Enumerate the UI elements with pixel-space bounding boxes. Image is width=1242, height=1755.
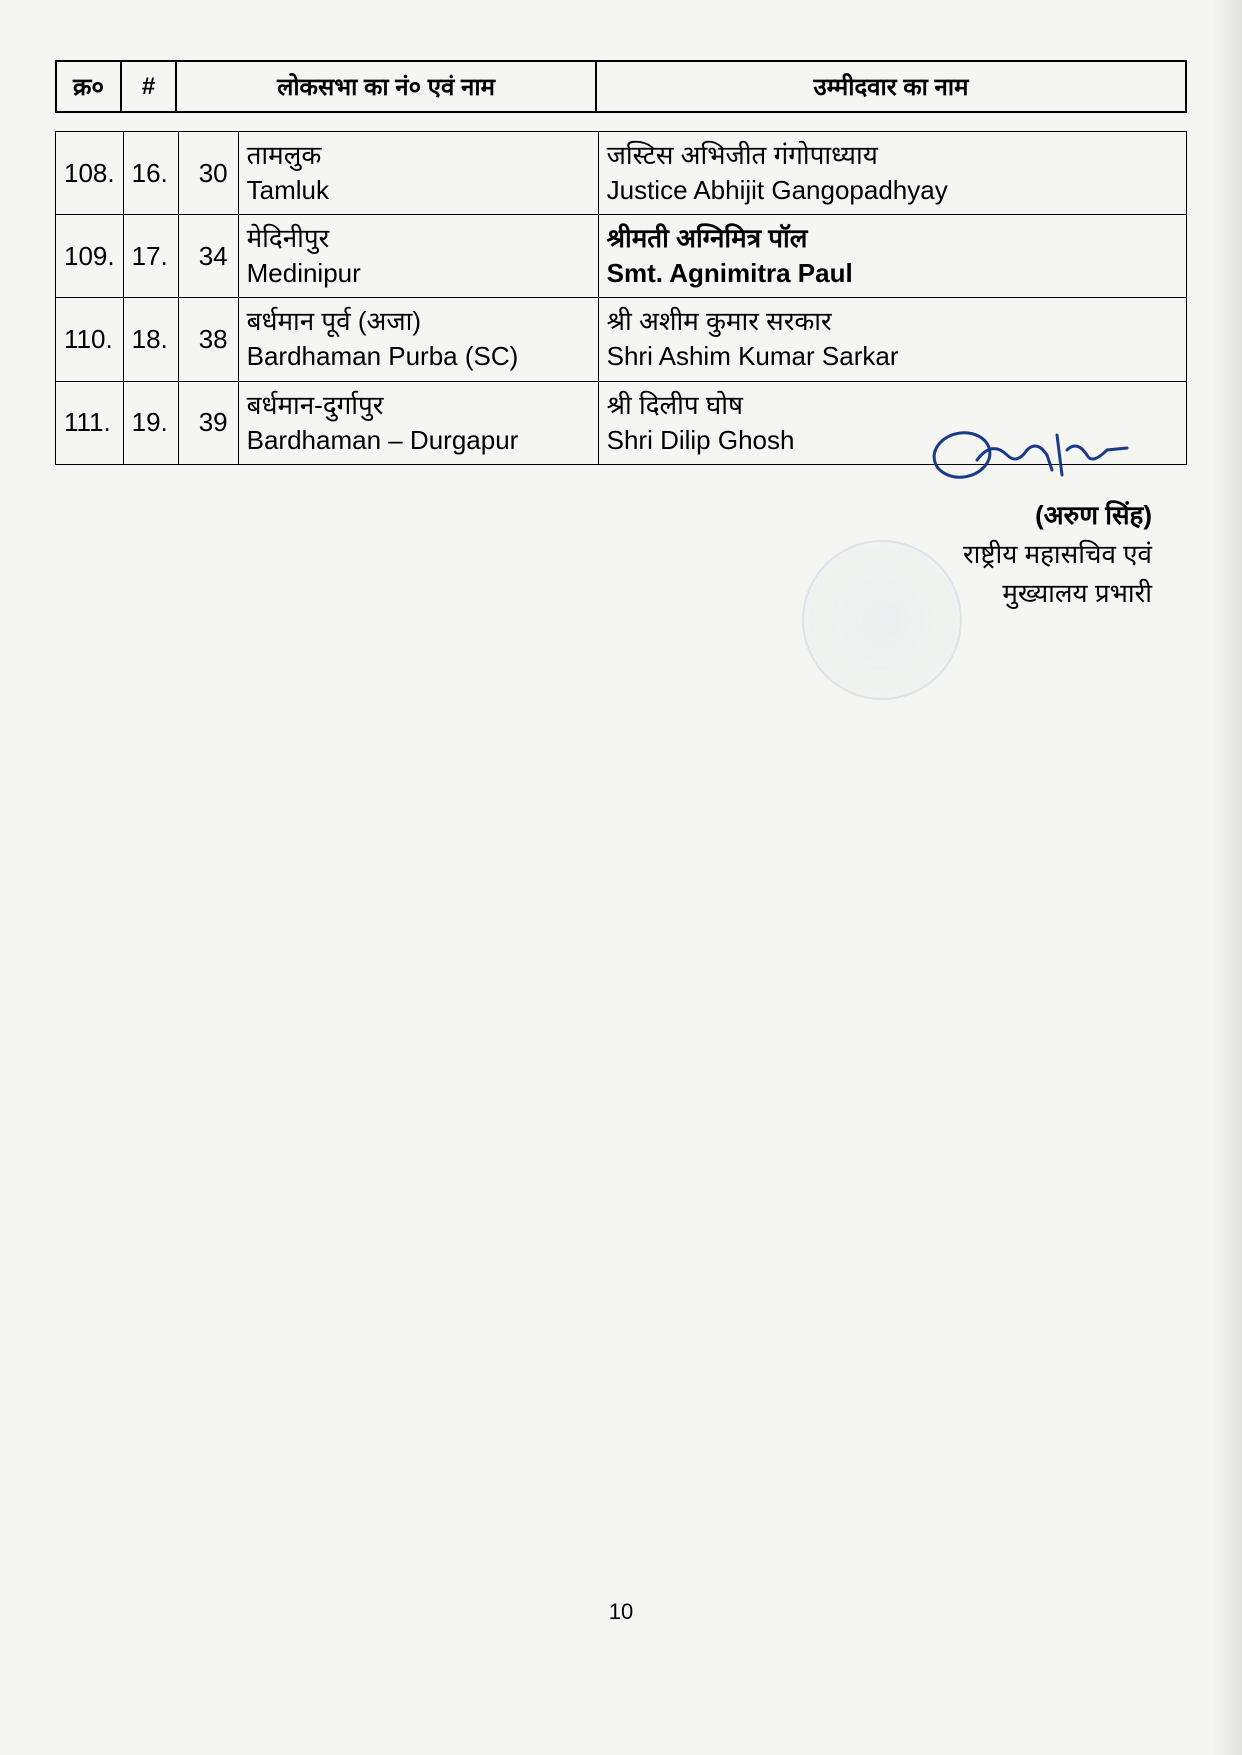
signatory-title-1: राष्ट्रीय महासचिव एवं <box>912 535 1152 574</box>
document-page: क्र० # लोकसभा का नं० एवं नाम उम्मीदवार क… <box>0 0 1242 1755</box>
cell-number: 38 <box>178 298 238 381</box>
cell-constituency: मेदिनीपुरMedinipur <box>238 215 598 298</box>
cell-serial: 111. <box>56 381 124 464</box>
paper-shadow <box>1212 0 1242 1755</box>
candidates-table: 108.16.30तामलुकTamlukजस्टिस अभिजीत गंगोप… <box>55 131 1187 465</box>
cell-candidate: श्री अशीम कुमार सरकारShri Ashim Kumar Sa… <box>598 298 1186 381</box>
cell-serial: 110. <box>56 298 124 381</box>
cell-constituency: बर्धमान-दुर्गापुरBardhaman – Durgapur <box>238 381 598 464</box>
official-stamp <box>802 540 962 700</box>
header-constituency: लोकसभा का नं० एवं नाम <box>176 61 596 112</box>
header-hash: # <box>121 61 176 112</box>
cell-constituency: बर्धमान पूर्व (अजा)Bardhaman Purba (SC) <box>238 298 598 381</box>
table-row: 110.18.38बर्धमान पूर्व (अजा)Bardhaman Pu… <box>56 298 1187 381</box>
table-row: 109.17.34मेदिनीपुरMedinipurश्रीमती अग्नि… <box>56 215 1187 298</box>
signature-icon <box>912 420 1132 490</box>
cell-hash: 16. <box>123 132 178 215</box>
cell-number: 39 <box>178 381 238 464</box>
cell-number: 34 <box>178 215 238 298</box>
cell-hash: 19. <box>123 381 178 464</box>
cell-candidate: जस्टिस अभिजीत गंगोपाध्यायJustice Abhijit… <box>598 132 1186 215</box>
cell-serial: 108. <box>56 132 124 215</box>
page-number: 10 <box>609 1599 633 1625</box>
header-table: क्र० # लोकसभा का नं० एवं नाम उम्मीदवार क… <box>55 60 1187 113</box>
table-row: 108.16.30तामलुकTamlukजस्टिस अभिजीत गंगोप… <box>56 132 1187 215</box>
header-serial: क्र० <box>56 61 121 112</box>
cell-constituency: तामलुकTamluk <box>238 132 598 215</box>
header-candidate: उम्मीदवार का नाम <box>596 61 1186 112</box>
cell-number: 30 <box>178 132 238 215</box>
cell-hash: 17. <box>123 215 178 298</box>
cell-hash: 18. <box>123 298 178 381</box>
cell-candidate: श्रीमती अग्निमित्र पॉलSmt. Agnimitra Pau… <box>598 215 1186 298</box>
signatory-name: (अरुण सिंह) <box>912 496 1152 535</box>
cell-serial: 109. <box>56 215 124 298</box>
